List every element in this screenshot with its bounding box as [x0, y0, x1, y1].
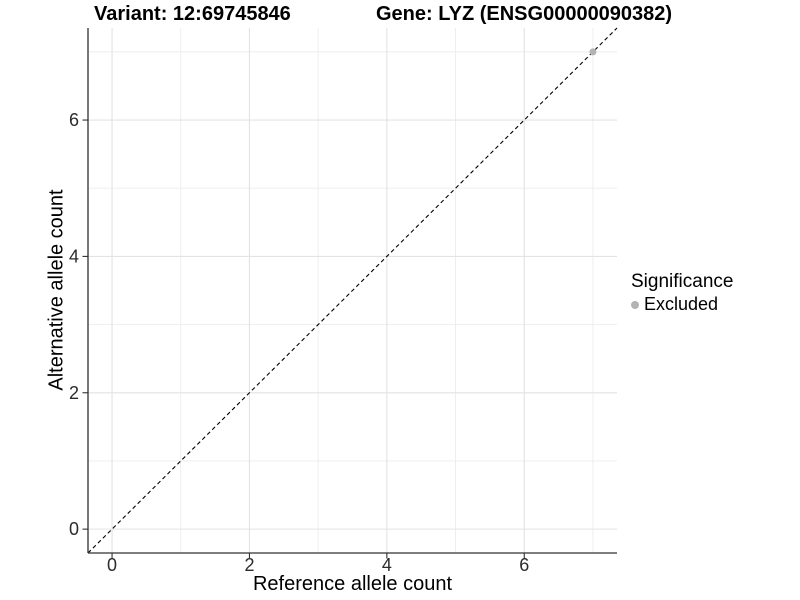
y-tick-label: 4	[69, 246, 79, 266]
y-tick-label: 0	[69, 519, 79, 539]
y-tick-label: 2	[69, 383, 79, 403]
identity-reference-line	[87, 27, 618, 554]
x-tick-label: 0	[107, 555, 117, 575]
legend-item-excluded: Excluded	[631, 294, 733, 315]
x-tick-label: 2	[244, 555, 254, 575]
plot-title-variant: Variant: 12:69745846	[94, 3, 291, 25]
plot-title-gene: Gene: LYZ (ENSG00000090382)	[376, 3, 673, 25]
legend-item-label: Excluded	[644, 294, 719, 314]
x-axis-title: Reference allele count	[252, 573, 452, 595]
x-tick-label: 4	[382, 555, 392, 575]
legend: Significance Excluded	[631, 271, 733, 315]
data-point-excluded	[589, 48, 597, 56]
y-axis-title: Alternative allele count	[45, 189, 68, 391]
y-tick-label: 6	[69, 110, 79, 130]
legend-title: Significance	[631, 271, 734, 292]
x-tick-label: 6	[519, 555, 529, 575]
legend-key-circle-icon	[631, 300, 639, 309]
